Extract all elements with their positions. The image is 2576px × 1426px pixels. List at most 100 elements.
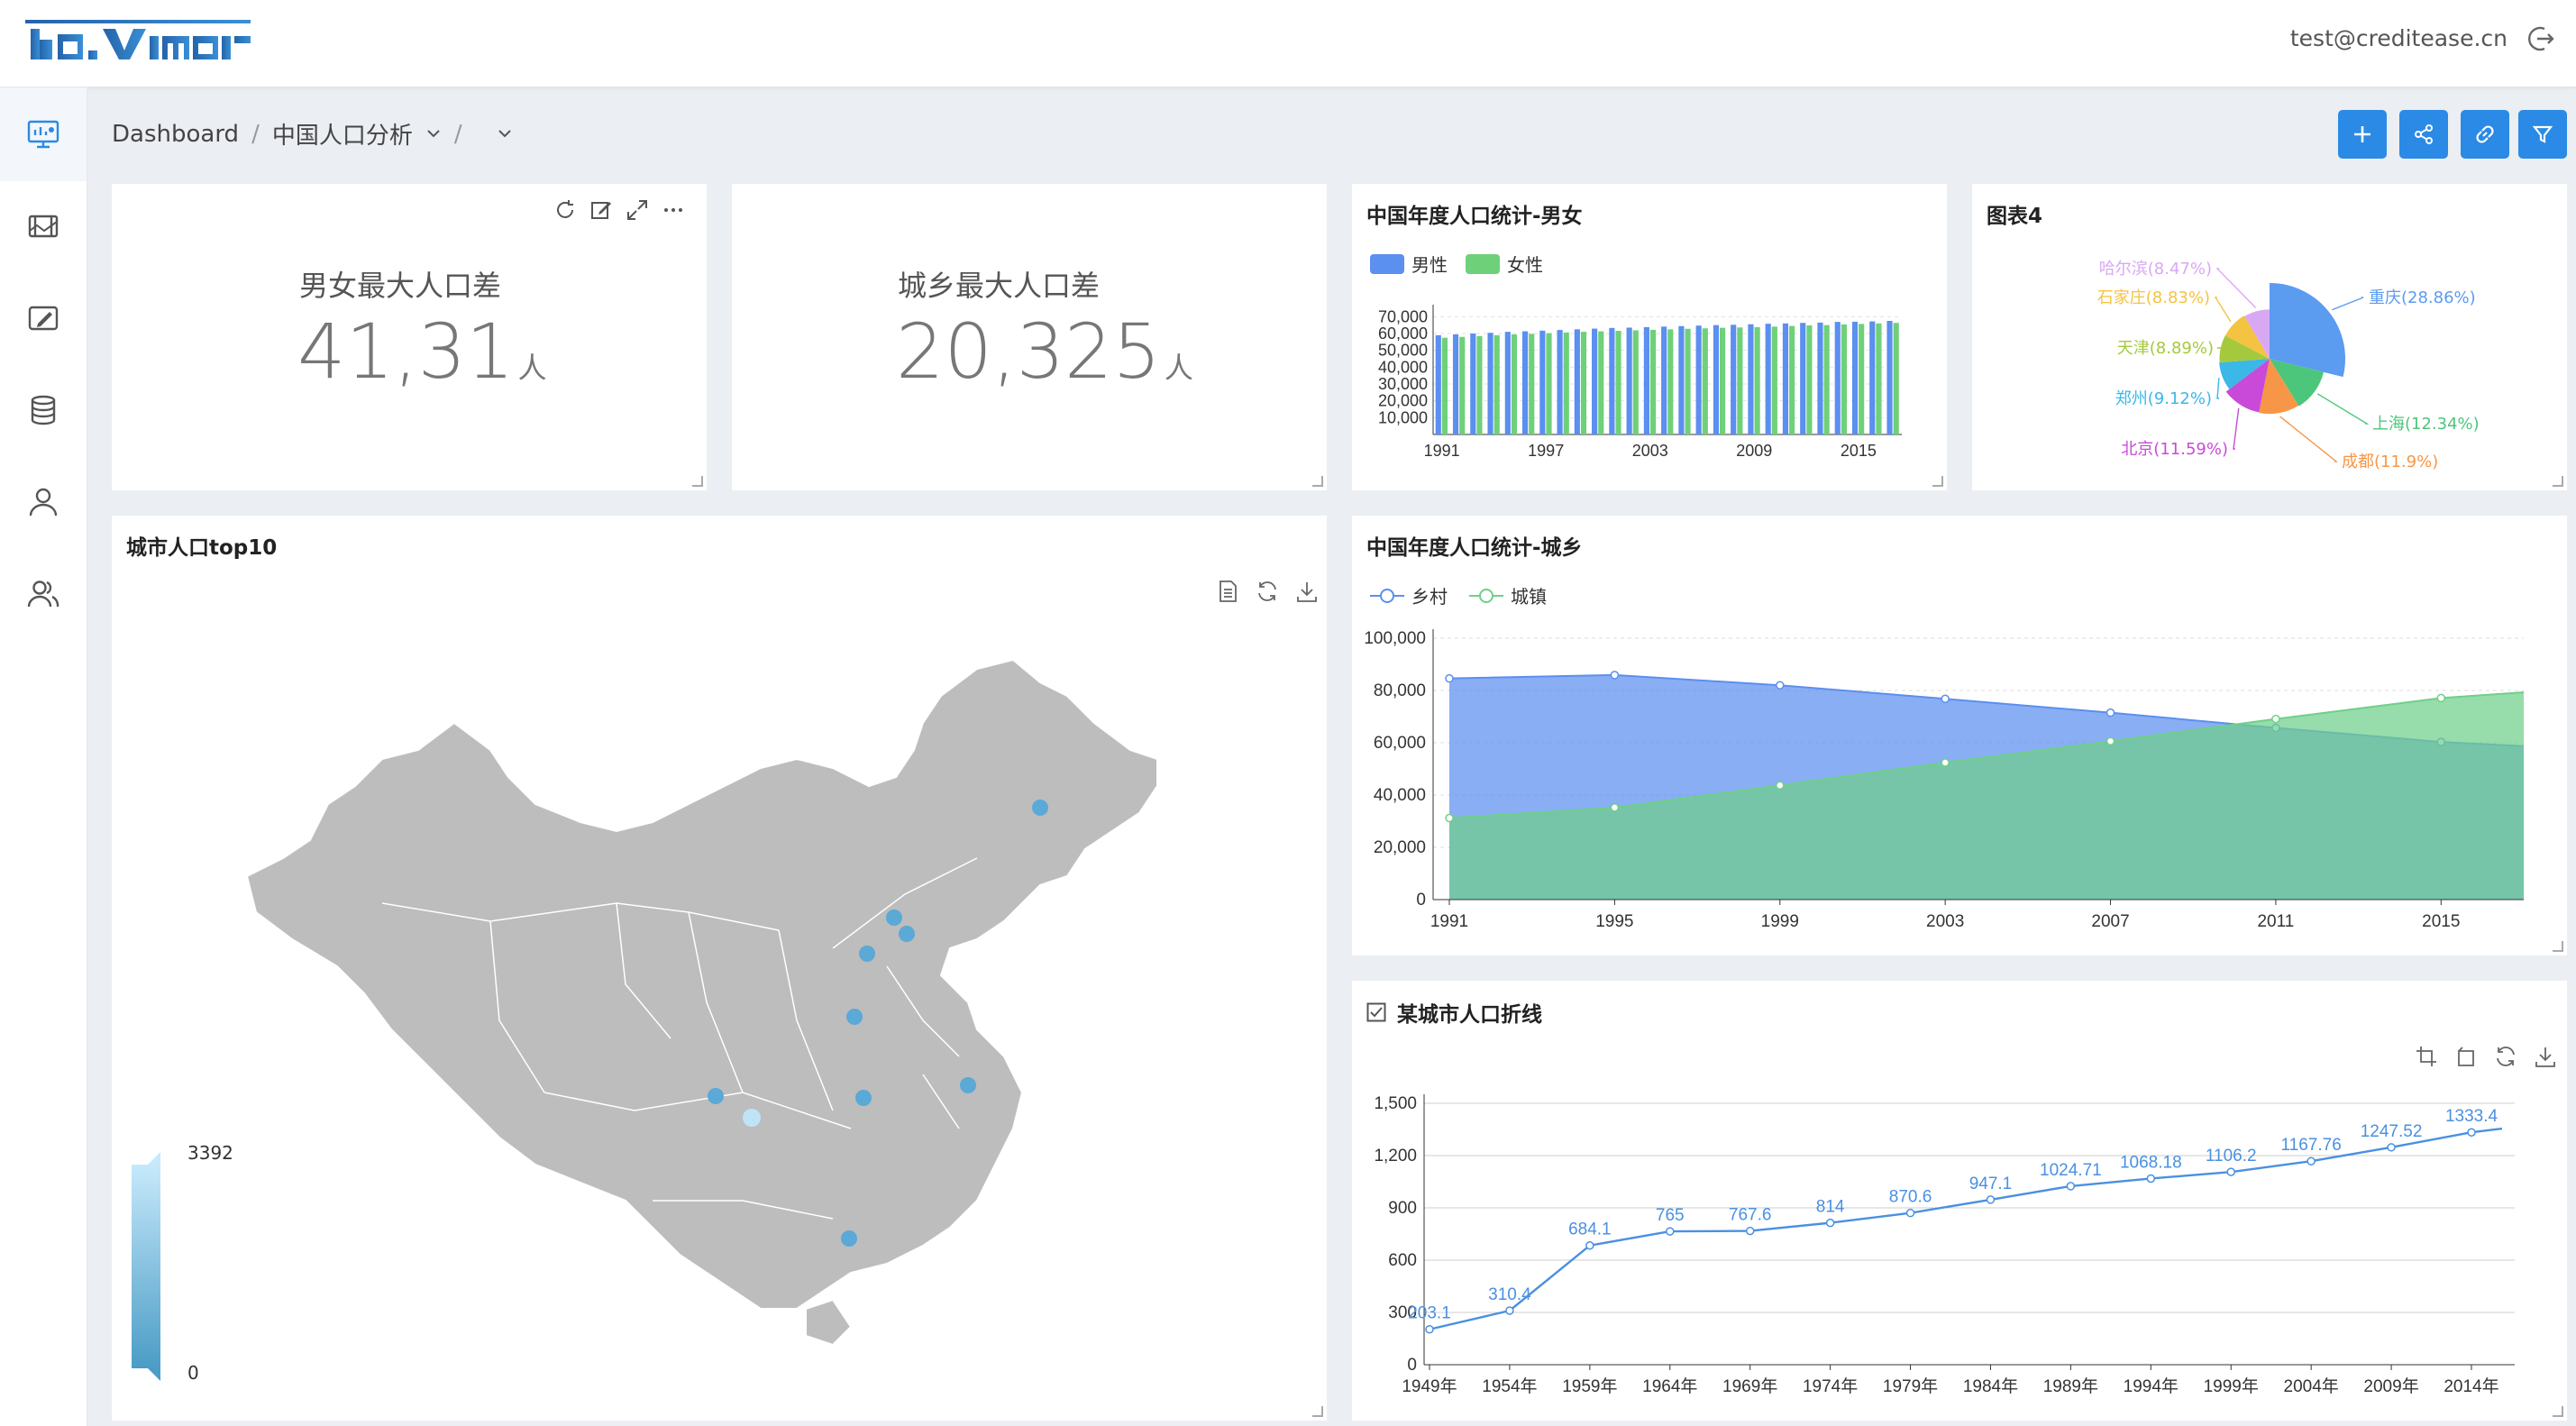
pie-slice[interactable] <box>2244 309 2270 359</box>
data-point <box>2106 708 2115 718</box>
chart-title: 图表4 <box>1987 205 2043 228</box>
bar <box>1435 334 1441 434</box>
dashboard-icon[interactable] <box>22 113 65 156</box>
users-icon[interactable] <box>22 572 65 616</box>
x-tick-label: 1974年 <box>1803 1376 1858 1396</box>
pie-slice[interactable] <box>2224 315 2270 359</box>
filter-button[interactable] <box>2518 110 2567 159</box>
data-point <box>1445 813 1454 823</box>
resize-handle[interactable] <box>692 476 703 487</box>
link-button[interactable] <box>2461 110 2509 159</box>
download-icon[interactable] <box>2533 1044 2558 1069</box>
resize-handle[interactable] <box>1312 476 1323 487</box>
bar <box>1574 329 1580 434</box>
city-marker[interactable] <box>841 1230 857 1247</box>
city-marker[interactable] <box>855 1090 872 1106</box>
city-marker[interactable] <box>1032 800 1048 816</box>
legend-item[interactable]: 乡村 <box>1370 582 1448 608</box>
pie-label-line <box>2332 297 2364 311</box>
download-icon[interactable] <box>1294 579 1320 604</box>
city-marker[interactable] <box>859 946 875 962</box>
city-marker[interactable] <box>846 1009 863 1025</box>
pie-slice[interactable] <box>2270 359 2325 407</box>
pie-slice[interactable] <box>2259 359 2299 415</box>
legend-label: 城镇 <box>1511 586 1547 608</box>
davinci-logo[interactable] <box>25 16 260 69</box>
city-marker[interactable] <box>886 910 902 926</box>
pie-slice[interactable] <box>2270 283 2345 378</box>
bar <box>1609 327 1615 434</box>
resize-handle[interactable] <box>2553 941 2563 952</box>
chevron-down-icon[interactable] <box>425 121 442 148</box>
series-line <box>1448 691 2525 819</box>
legend-item[interactable]: 女性 <box>1466 251 1543 277</box>
data-point <box>2106 736 2115 746</box>
fullscreen-icon[interactable] <box>626 198 649 222</box>
pie-slice[interactable] <box>2219 335 2270 363</box>
resize-handle[interactable] <box>2553 476 2563 487</box>
resize-handle[interactable] <box>2553 1406 2563 1417</box>
add-widget-button[interactable] <box>2338 110 2387 159</box>
pie-slice[interactable] <box>2225 359 2270 413</box>
resize-handle[interactable] <box>1932 476 1943 487</box>
visual-map-bar[interactable] <box>132 1165 160 1368</box>
china-map-shape[interactable] <box>245 658 1158 1347</box>
bar <box>1765 324 1771 434</box>
more-icon[interactable] <box>662 198 685 222</box>
city-marker[interactable] <box>708 1088 724 1104</box>
database-icon[interactable] <box>22 388 65 432</box>
bar <box>1546 333 1552 434</box>
area-fill <box>1449 692 2524 900</box>
pie-label: 哈尔滨(8.47%) <box>2099 260 2212 279</box>
legend-item[interactable]: 城镇 <box>1469 582 1547 608</box>
urban-area-chart: 0 20,000 40,000 60,000 80,000 100,000 1991 1995… <box>1364 629 2525 931</box>
data-label: 765 <box>1656 1206 1685 1225</box>
data-point <box>2066 1182 2076 1191</box>
user-icon[interactable] <box>22 480 65 524</box>
city-marker[interactable] <box>743 1109 761 1127</box>
data-label: 310.4 <box>1488 1285 1531 1304</box>
bar <box>1459 336 1466 434</box>
chevron-down-icon[interactable] <box>497 121 513 148</box>
zoom-reset-icon[interactable] <box>2453 1044 2479 1069</box>
user-email[interactable]: test@creditease.cn <box>2289 25 2507 51</box>
data-label: 1247.52 <box>2361 1122 2423 1141</box>
x-tick-label: 1997 <box>1528 442 1564 460</box>
display-icon[interactable] <box>22 205 65 248</box>
bar <box>1441 337 1448 434</box>
pie-slice[interactable] <box>2219 359 2270 389</box>
resize-handle[interactable] <box>1312 1406 1323 1417</box>
data-point <box>1425 1324 1434 1334</box>
city-marker[interactable] <box>960 1077 976 1093</box>
data-point <box>2307 1156 2316 1165</box>
chart-title: 城市人口top10 <box>126 536 278 560</box>
x-tick-label: 1964年 <box>1642 1376 1697 1396</box>
pie-label-line <box>2233 407 2240 450</box>
plus-icon <box>2354 126 2370 142</box>
y-tick-label: 10,000 <box>1378 408 1428 426</box>
pie-label: 石家庄(8.83%) <box>2097 288 2210 307</box>
kpi-label: 男女最大人口差 <box>299 269 502 303</box>
city-marker[interactable] <box>899 926 915 942</box>
bar <box>1539 330 1546 434</box>
bar <box>1592 328 1598 434</box>
share-button[interactable] <box>2399 110 2448 159</box>
logout-icon[interactable] <box>2526 23 2556 54</box>
refresh-icon[interactable] <box>553 198 577 222</box>
data-point <box>1585 1240 1594 1250</box>
data-view-icon[interactable] <box>1215 579 1240 604</box>
legend-label: 女性 <box>1507 254 1543 276</box>
checkbox-icon[interactable] <box>1366 1002 1386 1022</box>
breadcrumb-dashboard[interactable]: Dashboard <box>112 120 240 148</box>
edit-icon[interactable] <box>589 198 613 222</box>
restore-icon[interactable] <box>1255 579 1280 604</box>
chart-legend: 乡村 城镇 <box>1370 582 1547 608</box>
widget-icon[interactable] <box>22 297 65 340</box>
data-point <box>1745 1226 1755 1236</box>
legend-item[interactable]: 男性 <box>1370 251 1448 277</box>
breadcrumb-current[interactable]: 中国人口分析 <box>271 123 413 150</box>
bar <box>1713 325 1720 434</box>
restore-icon[interactable] <box>2493 1044 2518 1069</box>
zoom-icon[interactable] <box>2414 1044 2439 1069</box>
bar <box>1685 328 1691 434</box>
